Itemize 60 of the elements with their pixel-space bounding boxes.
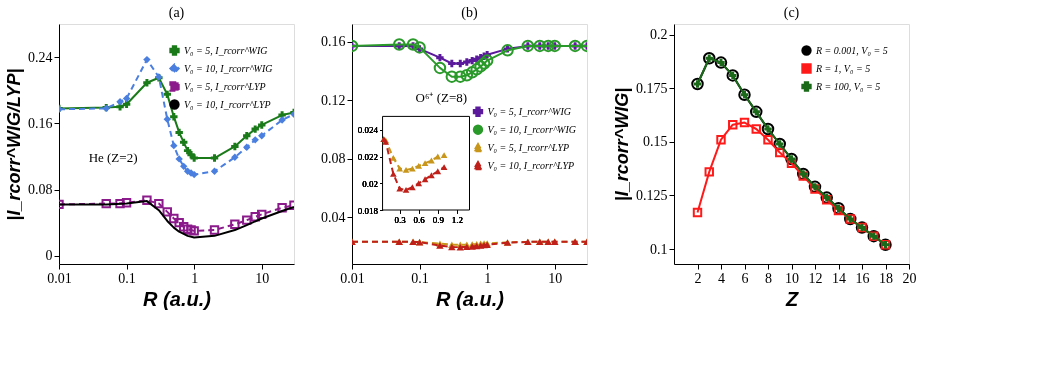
y-tick-label: 0.125 — [636, 187, 668, 203]
y-tick-label: 0.04 — [321, 209, 346, 225]
x-tick-label: 1 — [191, 270, 199, 286]
y-tick-label: 0.02 — [362, 178, 379, 189]
legend-label: V₀ = 5, I_rcorr^WIG — [487, 105, 572, 117]
y-tick-label: 0.175 — [636, 80, 668, 96]
y-tick-label: 0.2 — [650, 27, 668, 43]
x-axis-title: Z — [784, 287, 799, 310]
x-tick-label: 16 — [855, 270, 870, 286]
legend-label: V₀ = 5, I_rcorr^LYP — [487, 141, 570, 153]
x-tick-label: 20 — [902, 270, 917, 286]
annotation: He (Z=2) — [88, 150, 138, 166]
x-tick-label: 0.1 — [118, 270, 136, 286]
x-tick-label: 10 — [548, 270, 563, 286]
x-tick-label: 0.01 — [47, 270, 72, 286]
y-tick-label: 0 — [45, 248, 53, 264]
y-axis-title: |I_rcorr^WIG/LYP| — [4, 68, 24, 221]
legend-label: V₀ = 5, I_rcorr^WIG — [184, 44, 268, 56]
y-tick-label: 0.024 — [357, 125, 379, 136]
x-tick-label: 0.6 — [413, 214, 426, 225]
x-tick-label: 8 — [765, 270, 772, 286]
y-axis-title: |I_rcorr^WIG| — [612, 87, 632, 202]
x-tick-label: 6 — [741, 270, 749, 286]
legend-label: V₀ = 10, I_rcorr^LYP — [487, 159, 575, 171]
x-tick-label: 10 — [255, 270, 270, 286]
legend-label: V₀ = 10, I_rcorr^WIG — [487, 123, 577, 135]
y-tick-label: 0.16 — [321, 34, 346, 50]
x-tick-label: 0.01 — [340, 270, 365, 286]
x-tick-label: 14 — [832, 270, 846, 286]
legend-label: V₀ = 10, I_rcorr^LYP — [184, 98, 271, 110]
x-tick-label: 0.9 — [432, 214, 445, 225]
y-tick-label: 0.12 — [321, 92, 346, 108]
legend-label: V₀ = 10, I_rcorr^WIG — [184, 62, 273, 74]
chart-title: (a) — [168, 5, 185, 21]
chart-title: (c) — [783, 5, 800, 21]
y-tick-label: 0.022 — [357, 152, 379, 163]
y-tick-label: 0.08 — [28, 182, 53, 198]
x-axis-title: R (a.u.) — [143, 287, 212, 310]
legend-label: R = 1, V₀ = 5 — [815, 62, 871, 74]
legend-label: R = 0.001, V₀ = 5 — [815, 44, 888, 56]
y-tick-label: 0.018 — [357, 205, 379, 216]
x-tick-label: 1.2 — [451, 214, 463, 225]
y-tick-label: 0.15 — [643, 134, 668, 150]
chart-title: (b) — [461, 5, 478, 21]
x-tick-label: 1 — [484, 270, 492, 286]
y-tick-label: 0.08 — [321, 151, 346, 167]
y-tick-label: 0.1 — [650, 241, 668, 257]
x-tick-label: 0.3 — [394, 214, 407, 225]
legend-label: R = 100, V₀ = 5 — [815, 80, 881, 92]
y-tick-label: 0.24 — [28, 49, 53, 65]
x-axis-title: R (a.u.) — [436, 287, 505, 310]
annotation: O⁶⁺ (Z=8) — [415, 90, 468, 106]
x-tick-label: 10 — [785, 270, 799, 286]
x-tick-label: 18 — [879, 270, 893, 286]
x-tick-label: 12 — [808, 270, 823, 286]
legend-label: V₀ = 5, I_rcorr^LYP — [184, 80, 266, 92]
x-tick-label: 2 — [694, 270, 702, 286]
y-tick-label: 0.16 — [28, 115, 53, 131]
x-tick-label: 4 — [718, 270, 725, 286]
x-tick-label: 0.1 — [411, 270, 429, 286]
